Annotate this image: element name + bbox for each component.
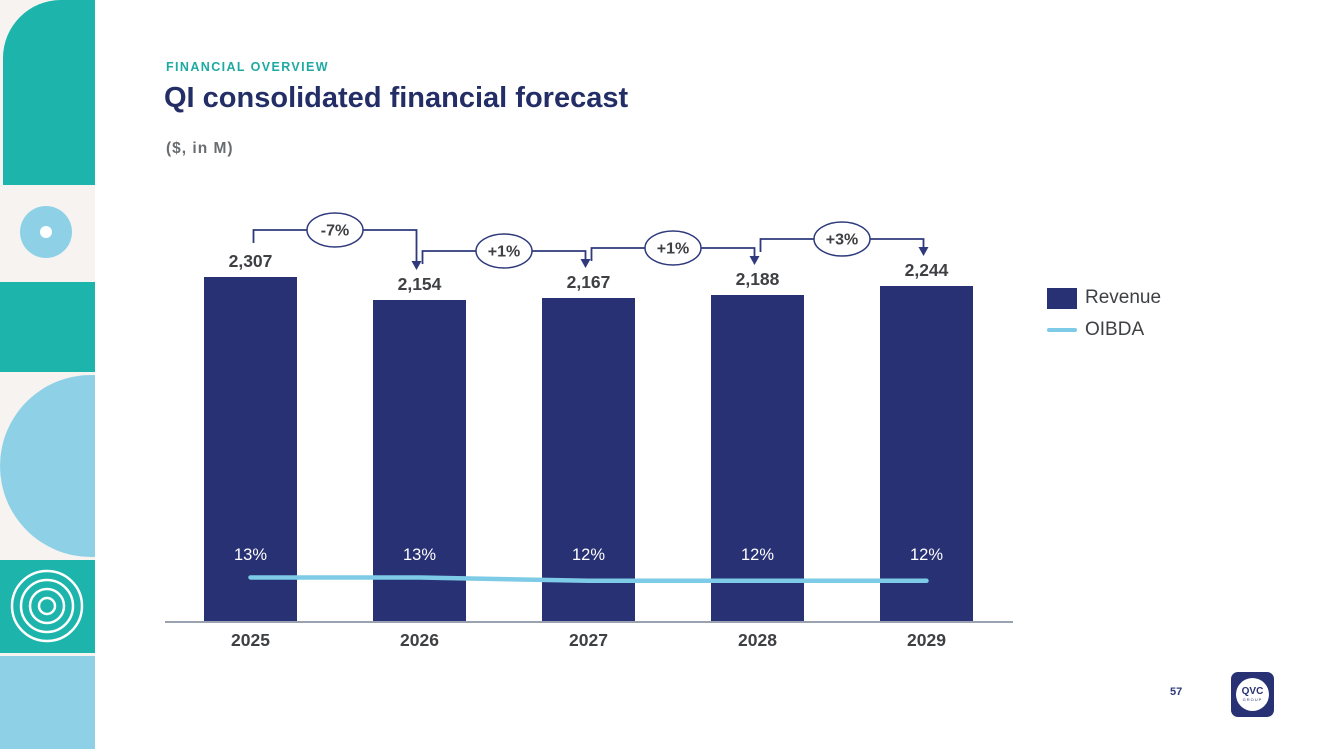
qvc-logo-circle: QVC GROUP [1236,678,1269,711]
sidebar-halfcircle [0,375,95,557]
page-title: QI consolidated financial forecast [164,82,629,114]
revenue-bar-2027 [542,298,635,621]
oibda-margin-label: 12% [740,546,775,564]
growth-bracket [759,238,925,252]
oibda-margin-label: 13% [402,546,437,564]
arrowhead-down-icon [918,247,929,256]
growth-annotation-label: -7% [321,223,349,240]
x-axis-label-2029: 2029 [907,630,946,650]
concentric-rings-icon [10,569,84,643]
revenue-bar-2029 [880,286,973,621]
sidebar-dot-circle [20,206,72,258]
revenue-bar-2025 [204,277,297,621]
arrowhead-down-icon [411,261,422,270]
x-axis-label-2025: 2025 [231,630,270,650]
units-subtitle: ($, in M) [166,140,234,157]
growth-bracket [421,250,587,264]
page-number: 57 [1170,686,1183,698]
revenue-value-label: 2,244 [904,260,949,280]
legend-label: OIBDA [1085,319,1145,340]
growth-annotation-label: +1% [657,241,689,258]
sidebar-dot-circle-center [40,226,52,238]
legend-item-revenue: Revenue [1047,287,1161,309]
legend-label: Revenue [1085,287,1162,308]
growth-annotation-oval [475,233,533,269]
revenue-value-label: 2,188 [735,269,780,289]
growth-bracket [590,247,756,261]
x-axis-line [165,621,1013,623]
arrowhead-down-icon [580,259,591,268]
revenue-value-label: 2,167 [566,272,611,292]
sidebar-teal-rect-rings [0,560,95,653]
section-eyebrow: FINANCIAL OVERVIEW [166,60,329,74]
revenue-bar-2026 [373,300,466,621]
qvc-group-logo: QVC GROUP [1231,672,1274,717]
growth-annotation-label: +3% [826,232,858,249]
growth-annotation-oval [644,230,702,266]
arrowhead-down-icon [749,256,760,265]
sidebar-teal-rect [0,282,95,372]
revenue-value-label: 2,154 [397,274,442,294]
revenue-swatch [1047,287,1077,309]
revenue-value-label: 2,307 [228,251,273,271]
legend-item-oibda: OIBDA [1047,319,1161,341]
decorative-sidebar [0,0,95,749]
x-axis-label-2027: 2027 [569,630,608,650]
x-axis-label-2028: 2028 [738,630,777,650]
oibda-swatch [1047,328,1077,332]
oibda-margin-label: 13% [233,546,268,564]
growth-annotation-oval [813,221,871,257]
sidebar-lightblue-rect [0,656,95,749]
sidebar-rounded-teal-block [3,0,95,185]
oibda-margin-label: 12% [571,546,606,564]
oibda-margin-label: 12% [909,546,944,564]
growth-annotation-label: +1% [488,244,520,261]
revenue-forecast-chart: 2,307 13% 2025 2,154 13% 2026 2,167 12% 2027 2,18… [160,200,1030,660]
revenue-bar-2028 [711,295,804,621]
qvc-logo-text: QVC [1241,686,1264,697]
x-axis-label-2026: 2026 [400,630,439,650]
chart-legend: Revenue OIBDA [1047,287,1161,351]
qvc-logo-subtext: GROUP [1242,697,1263,702]
growth-annotation-oval [306,212,364,248]
